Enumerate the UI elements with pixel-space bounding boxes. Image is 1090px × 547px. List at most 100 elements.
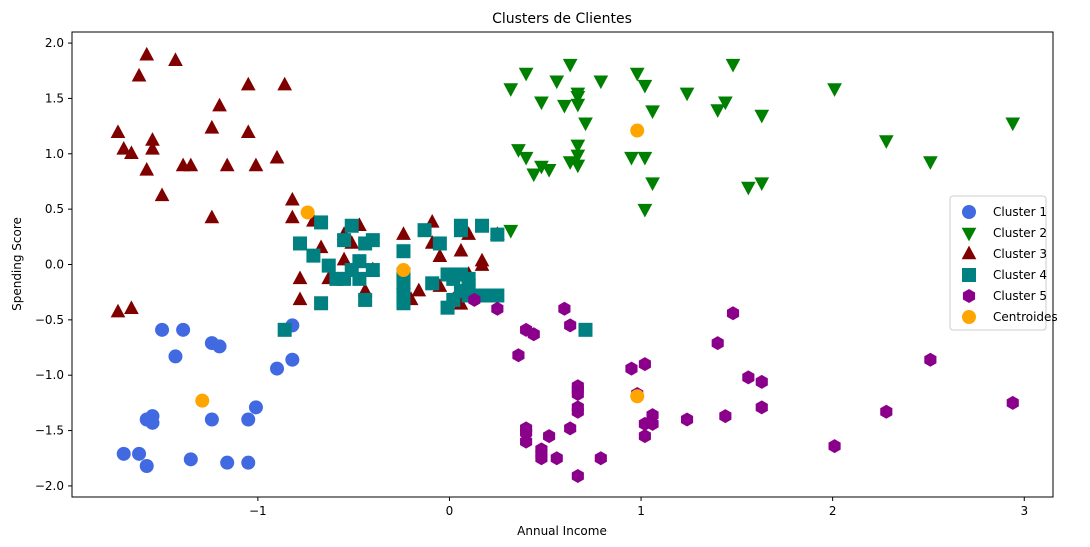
data-point xyxy=(711,336,724,351)
data-point xyxy=(503,224,519,239)
legend-marker xyxy=(961,245,977,260)
data-point xyxy=(490,227,505,242)
series-centroides xyxy=(195,123,645,408)
data-point xyxy=(828,439,841,454)
data-point xyxy=(155,322,170,337)
chart-title: Clusters de Clientes xyxy=(492,11,632,27)
data-point xyxy=(212,339,227,354)
y-tick-label: −1.5 xyxy=(35,424,64,438)
data-point xyxy=(518,67,534,82)
data-point xyxy=(417,223,432,238)
y-tick-label: 1.0 xyxy=(45,147,64,161)
data-point xyxy=(512,348,525,363)
data-point xyxy=(241,412,256,427)
data-point xyxy=(594,451,607,466)
data-point xyxy=(396,263,411,278)
legend-label: Cluster 5 xyxy=(993,289,1047,303)
data-point xyxy=(490,288,505,303)
data-point xyxy=(924,352,937,367)
x-tick-label: 1 xyxy=(637,504,645,518)
data-point xyxy=(558,301,571,316)
data-point xyxy=(300,205,315,220)
series-cluster-2 xyxy=(503,58,1021,239)
data-point xyxy=(344,218,359,233)
data-point xyxy=(923,156,938,170)
data-point xyxy=(710,104,726,118)
legend-marker xyxy=(962,310,976,324)
data-point xyxy=(110,303,126,318)
data-point xyxy=(755,400,768,415)
data-point xyxy=(518,151,534,166)
data-point xyxy=(204,209,220,224)
data-point xyxy=(624,151,639,166)
data-point xyxy=(593,75,609,90)
data-point xyxy=(630,389,645,404)
data-point xyxy=(219,157,235,172)
data-point xyxy=(453,242,469,257)
data-point xyxy=(357,282,373,297)
legend-entry: Cluster 5 xyxy=(962,289,1047,303)
data-point xyxy=(432,236,447,251)
data-point xyxy=(878,135,894,149)
data-point xyxy=(396,244,411,259)
data-point xyxy=(411,282,427,297)
data-point xyxy=(578,117,593,132)
data-point xyxy=(461,271,476,286)
data-point xyxy=(220,455,235,470)
data-point xyxy=(110,124,126,138)
x-tick-label: 0 xyxy=(446,504,454,518)
data-point xyxy=(432,248,448,262)
data-point xyxy=(277,76,293,91)
data-point xyxy=(425,276,440,291)
data-point xyxy=(183,452,198,467)
data-point xyxy=(1005,117,1021,132)
data-point xyxy=(726,306,740,321)
data-point xyxy=(646,416,659,431)
legend-entry: Cluster 3 xyxy=(961,245,1047,261)
y-tick-label: 1.5 xyxy=(45,91,64,105)
data-point xyxy=(269,149,285,164)
data-point xyxy=(625,361,638,376)
data-point xyxy=(564,318,577,333)
data-point xyxy=(571,387,584,402)
data-point xyxy=(131,67,147,82)
data-point xyxy=(139,161,155,176)
data-point xyxy=(248,157,264,172)
data-point xyxy=(292,291,308,306)
data-point xyxy=(827,83,842,97)
data-point xyxy=(145,140,160,155)
data-point xyxy=(637,79,653,94)
data-point xyxy=(754,177,770,191)
x-tick-label: −1 xyxy=(249,504,267,518)
data-point xyxy=(285,352,300,367)
data-point xyxy=(570,87,586,102)
plot-points xyxy=(110,46,1021,483)
data-point xyxy=(629,67,645,82)
legend: Cluster 1 Cluster 2 Cluster 3 Cluster 4 Clus… xyxy=(949,195,1058,331)
data-point xyxy=(578,322,593,337)
data-point xyxy=(646,408,659,423)
data-point xyxy=(564,421,577,436)
data-point xyxy=(204,412,219,427)
legend-label: Cluster 2 xyxy=(993,226,1047,240)
data-point xyxy=(520,425,533,440)
data-point xyxy=(284,191,300,206)
data-point xyxy=(116,140,132,155)
y-tick-label: 0.5 xyxy=(45,202,64,216)
series-cluster-5 xyxy=(468,292,1019,483)
legend-label: Cluster 4 xyxy=(993,268,1047,282)
y-tick-label: 2.0 xyxy=(45,36,64,50)
data-point xyxy=(365,233,380,248)
data-point xyxy=(503,83,519,97)
data-point xyxy=(358,292,373,307)
legend-marker xyxy=(962,289,976,303)
data-point xyxy=(638,429,651,444)
data-point xyxy=(132,446,147,461)
data-point xyxy=(527,327,540,342)
data-point xyxy=(474,257,490,271)
data-point xyxy=(491,301,504,316)
data-point xyxy=(550,451,563,466)
y-axis-ticks: −2.0 −1.5 −1.0 −0.5 0.0 0.5 1.0 1.5 2.0 xyxy=(35,36,72,493)
